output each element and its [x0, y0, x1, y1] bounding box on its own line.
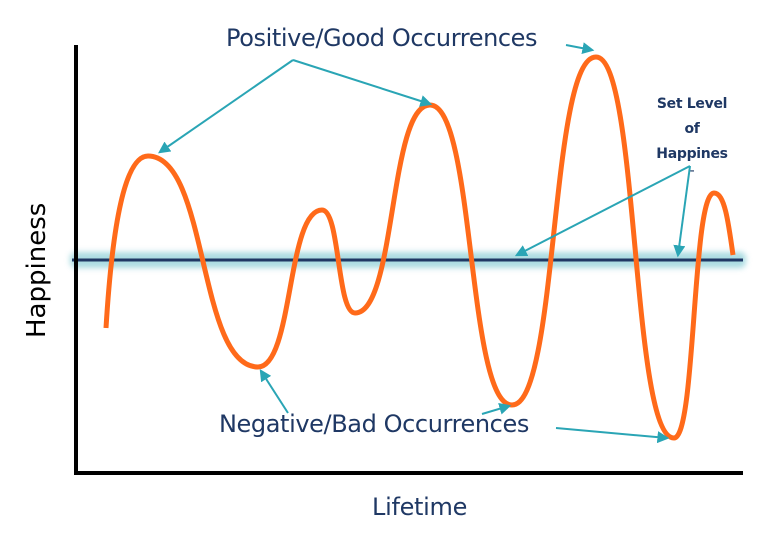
set-level-label-line: -: [689, 163, 695, 179]
set-level-label: Set Level of Happines -: [646, 92, 738, 179]
annotation-arrow: [565, 42, 595, 55]
x-axis-title: Lifetime: [372, 493, 468, 521]
set-level-label-line: of: [684, 121, 700, 137]
negative-occurrences-label: Negative/Bad Occurrences: [219, 410, 529, 438]
annotation-arrow: [158, 59, 294, 154]
annotation-arrow: [481, 402, 512, 415]
annotation-arrows: [158, 42, 691, 444]
happiness-curve: [103, 54, 736, 441]
annotation-arrow: [514, 165, 691, 257]
y-axis-title: Happiness: [22, 202, 52, 338]
set-level-label-line: Set Level: [656, 96, 728, 112]
annotation-arrow: [673, 165, 691, 258]
annotation-arrow: [292, 59, 433, 107]
annotation-arrow: [555, 427, 670, 444]
set-level-label-line: Happines: [656, 146, 728, 162]
set-level-line: [70, 252, 746, 268]
positive-occurrences-label: Positive/Good Occurrences: [226, 24, 538, 52]
annotation-arrow: [259, 368, 289, 414]
